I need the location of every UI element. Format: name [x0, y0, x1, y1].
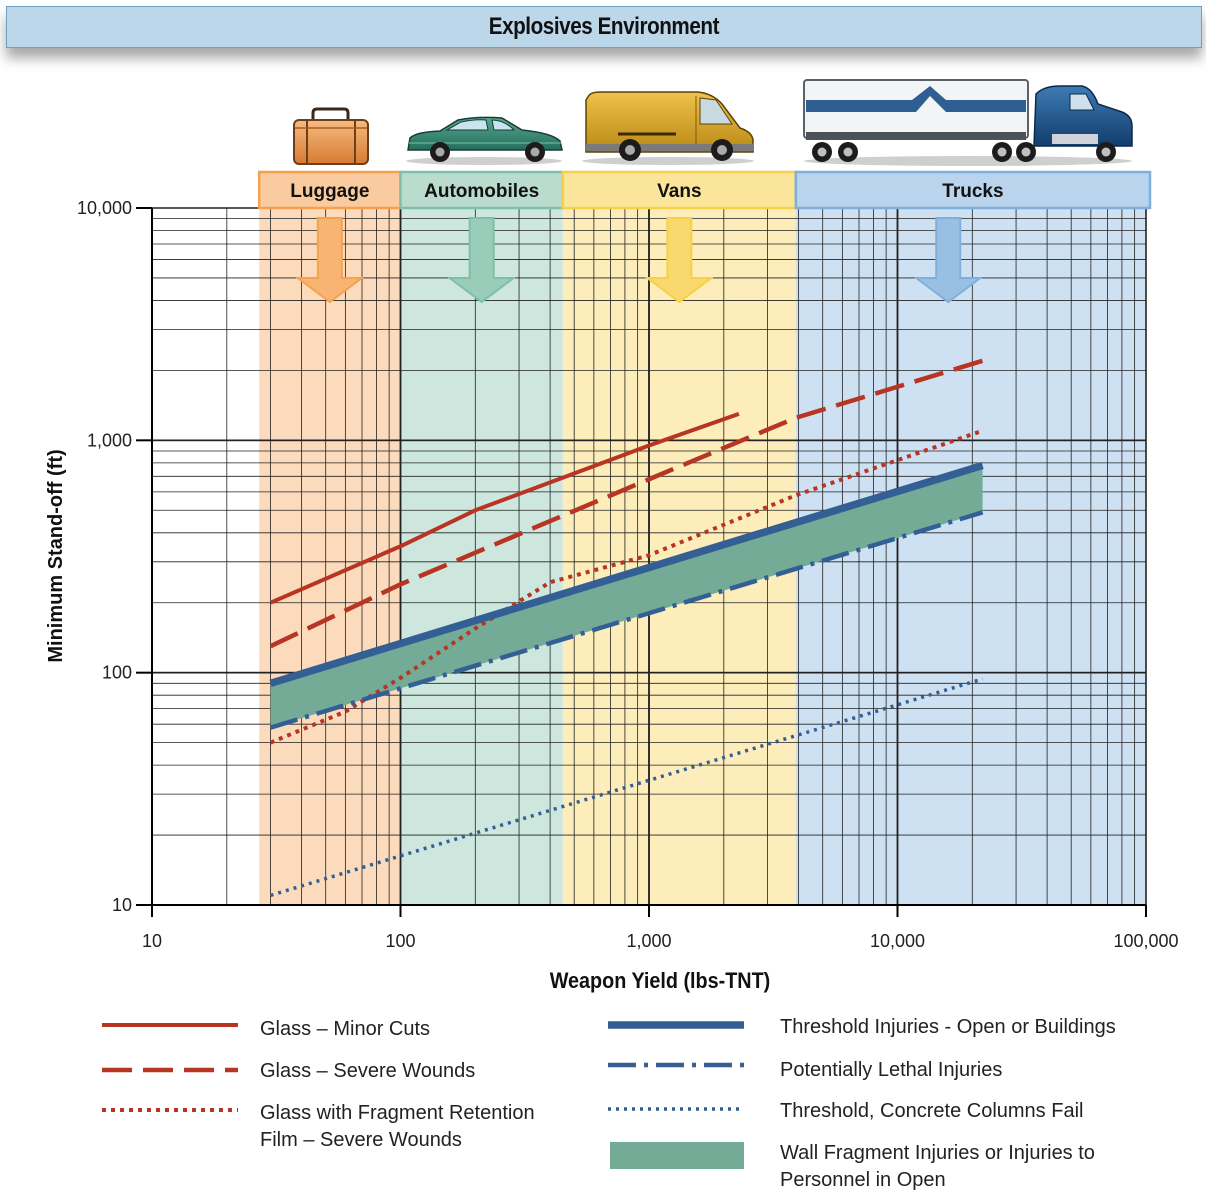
- band-automobiles: [400, 208, 563, 905]
- van-icon: [582, 91, 754, 165]
- y-tick-label: 100: [102, 663, 132, 683]
- y-tick-label: 10,000: [77, 198, 132, 218]
- x-axis-title: Weapon Yield (lbs-TNT): [550, 969, 771, 993]
- arrow-vans: [644, 217, 715, 304]
- category-header-trucks: [794, 170, 1152, 210]
- series-glass-severe-wounds: [269, 358, 984, 649]
- arrow-trucks: [913, 217, 984, 304]
- band-trucks: [795, 208, 1146, 905]
- category-label-automobiles: Automobiles: [424, 181, 539, 202]
- suitcase-icon: [293, 107, 369, 165]
- legend-label-glass-with-fragment-retention-film-severe-wounds: Glass with Fragment Retention Film – Sev…: [260, 1102, 535, 1151]
- series-wall-fragment-injuries-or-injuries-to-personnel-in-open: [270, 465, 983, 728]
- legend-label-wall-fragment-injuries-or-injuries-to-personnel-in-open: Wall Fragment Injuries or Injuries to Pe…: [780, 1142, 1095, 1191]
- legend-label-threshold-concrete-columns-fail: Threshold, Concrete Columns Fail: [780, 1100, 1084, 1122]
- category-label-trucks: Trucks: [942, 181, 1003, 202]
- category-header-luggage: [257, 170, 402, 210]
- x-tick-label: 10: [142, 931, 162, 951]
- truck-icon: [803, 79, 1133, 166]
- y-tick-label: 10: [112, 895, 132, 915]
- y-tick-label: 1,000: [87, 430, 132, 450]
- legend-label-threshold-injuries-open-or-buildings: Threshold Injuries - Open or Buildings: [780, 1016, 1116, 1038]
- arrow-automobiles: [446, 217, 517, 304]
- legend-label-potentially-lethal-injuries: Potentially Lethal Injuries: [780, 1059, 1003, 1081]
- legend-label-glass-minor-cuts: Glass – Minor Cuts: [260, 1018, 431, 1040]
- series-threshold-injuries-open-or-buildings: [269, 461, 984, 687]
- series-glass-minor-cuts: [269, 411, 740, 605]
- chart-title: Explosives Environment: [488, 13, 720, 40]
- legend-swatch-wall-fragment-injuries-or-injuries-to-personnel-in-open: [610, 1142, 744, 1169]
- x-tick-label: 100,000: [1113, 931, 1178, 951]
- arrow-luggage: [294, 217, 365, 304]
- car-icon: [406, 116, 563, 165]
- category-label-luggage: Luggage: [290, 181, 369, 202]
- x-tick-label: 10,000: [870, 931, 925, 951]
- legend-label-glass-severe-wounds: Glass – Severe Wounds: [260, 1060, 476, 1082]
- series-potentially-lethal-injuries: [269, 510, 984, 730]
- x-tick-label: 1,000: [626, 931, 671, 951]
- x-tick-label: 100: [385, 931, 415, 951]
- title-bar: Explosives Environment: [6, 6, 1202, 48]
- category-label-vans: Vans: [657, 181, 701, 202]
- y-axis-title: Minimum Stand-off (ft): [45, 449, 67, 662]
